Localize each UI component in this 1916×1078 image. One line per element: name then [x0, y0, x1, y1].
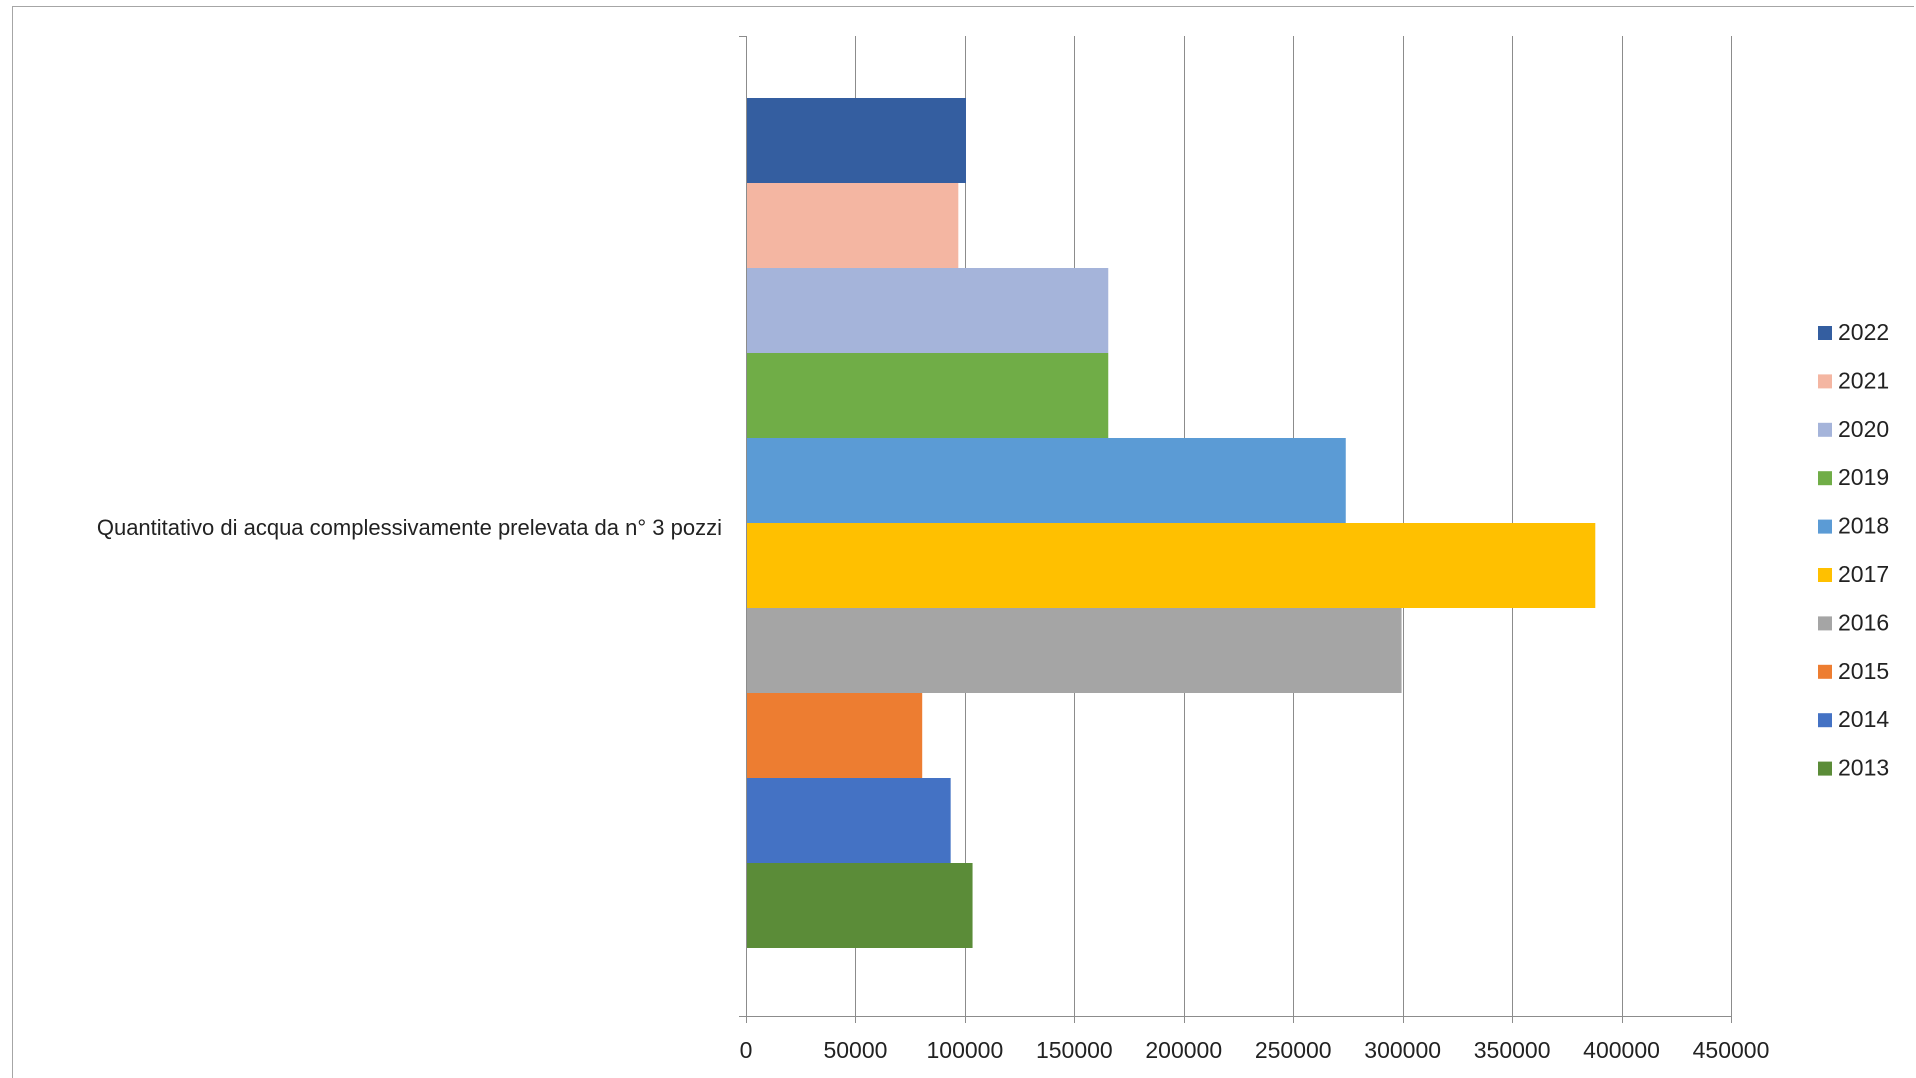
- legend-swatch: [1818, 519, 1832, 534]
- x-tick-label: 300000: [1364, 1037, 1441, 1063]
- x-tick-labels: 0 50000 100000 150000 200000 250000 300000 3500…: [740, 1037, 1770, 1063]
- legend-label: 2016: [1838, 609, 1889, 635]
- bar-2018: [746, 438, 1346, 523]
- legend-swatch: [1818, 616, 1832, 631]
- bar-2020: [746, 268, 1109, 353]
- legend-swatch: [1818, 664, 1832, 679]
- legend-swatch: [1818, 713, 1832, 728]
- legend-label: 2013: [1838, 755, 1889, 781]
- bar-2019: [746, 353, 1109, 438]
- legend: 2022 2021 2020 2019 2018 2017 2016 2015 2014 2013: [1818, 319, 1889, 781]
- x-tick-label: 200000: [1145, 1037, 1222, 1063]
- legend-swatch: [1818, 326, 1832, 340]
- x-tick-label: 450000: [1693, 1037, 1770, 1063]
- bar-2022: [746, 98, 966, 183]
- legend-item-2018: 2018: [1818, 513, 1889, 539]
- legend-swatch: [1818, 471, 1832, 486]
- bar-2014: [746, 778, 951, 863]
- legend-swatch: [1818, 374, 1832, 389]
- x-tick-label: 250000: [1255, 1037, 1332, 1063]
- bar-2017: [746, 523, 1596, 608]
- legend-label: 2022: [1838, 319, 1889, 345]
- bar-2015: [746, 693, 923, 778]
- legend-label: 2021: [1838, 367, 1889, 393]
- legend-swatch: [1818, 568, 1832, 582]
- legend-swatch: [1818, 422, 1832, 437]
- legend-label: 2014: [1838, 706, 1889, 732]
- bar-2013: [746, 863, 973, 948]
- bar-2021: [746, 183, 959, 268]
- legend-label: 2015: [1838, 658, 1889, 684]
- legend-item-2022: 2022: [1818, 319, 1889, 345]
- legend-item-2017: 2017: [1818, 561, 1889, 587]
- x-tick-label: 0: [740, 1037, 753, 1063]
- legend-label: 2020: [1838, 416, 1889, 442]
- legend-item-2015: 2015: [1818, 658, 1889, 684]
- x-tick-label: 150000: [1036, 1037, 1113, 1063]
- legend-item-2021: 2021: [1818, 367, 1889, 393]
- axes: [739, 36, 1732, 1023]
- legend-item-2020: 2020: [1818, 416, 1889, 442]
- x-tick-label: 400000: [1583, 1037, 1660, 1063]
- legend-label: 2019: [1838, 464, 1889, 490]
- legend-item-2013: 2013: [1818, 755, 1889, 781]
- bar-2016: [746, 608, 1402, 693]
- category-label: Quantitativo di acqua complessivamente p…: [97, 515, 722, 540]
- legend-item-2019: 2019: [1818, 464, 1889, 490]
- legend-swatch: [1818, 761, 1832, 776]
- x-tick-label: 50000: [823, 1037, 887, 1063]
- bars: [746, 98, 1596, 948]
- legend-label: 2018: [1838, 513, 1889, 539]
- x-tick-label: 100000: [927, 1037, 1004, 1063]
- legend-item-2016: 2016: [1818, 609, 1889, 635]
- x-tick-label: 350000: [1474, 1037, 1551, 1063]
- legend-item-2014: 2014: [1818, 706, 1889, 732]
- legend-label: 2017: [1838, 561, 1889, 587]
